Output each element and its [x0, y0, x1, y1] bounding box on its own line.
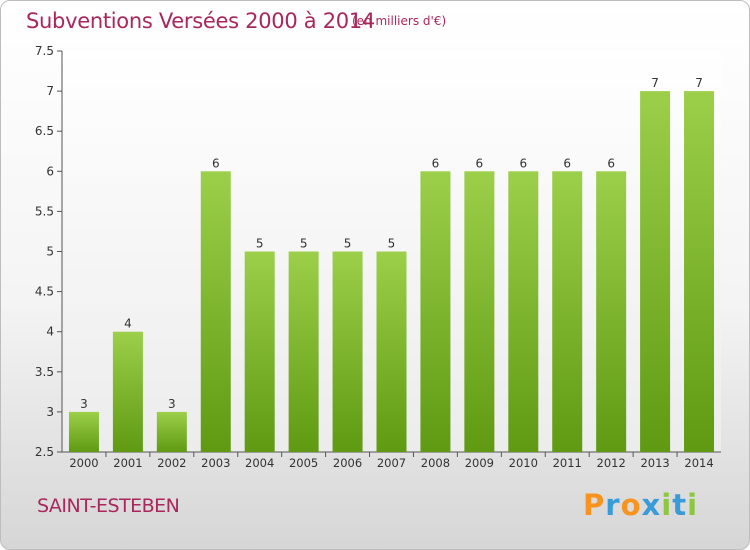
bar-2002: [156, 411, 187, 452]
data-label-2012: 6: [607, 156, 615, 170]
data-label-2011: 6: [563, 156, 571, 170]
bar-2009: [464, 171, 495, 453]
y-tick-label: 3: [46, 405, 54, 419]
y-tick-label: 3.5: [35, 365, 54, 379]
data-label-2010: 6: [519, 156, 527, 170]
x-tick-label-2009: 2009: [465, 456, 494, 470]
x-tick-label-2000: 2000: [69, 456, 98, 470]
x-tick-label-2003: 2003: [201, 456, 230, 470]
bar-2004: [244, 251, 275, 452]
y-tick-label: 4: [46, 325, 54, 339]
data-label-2002: 3: [168, 397, 176, 411]
logo-letter: o: [620, 488, 642, 522]
x-tick-label-2008: 2008: [421, 456, 450, 470]
data-label-2014: 7: [695, 76, 703, 90]
bar-2006: [332, 251, 363, 452]
bar-2012: [596, 171, 627, 453]
x-tick-label-2006: 2006: [333, 456, 362, 470]
data-label-2004: 5: [256, 237, 264, 251]
bar-2001: [112, 331, 143, 452]
x-tick-label-2013: 2013: [640, 456, 669, 470]
x-tick-label-2007: 2007: [377, 456, 406, 470]
bar-2014: [684, 91, 715, 452]
bar-2005: [288, 251, 319, 452]
data-label-2006: 5: [344, 237, 352, 251]
logo-letter: x: [641, 488, 662, 522]
y-tick-label: 5.5: [35, 204, 54, 218]
data-label-2001: 4: [124, 317, 132, 331]
y-tick-label: 2.5: [35, 445, 54, 459]
plot-area: 2.5 3 3.5 4 4.5 5 5.5 6 6.5 7 7.5 3 2000 4 2001 3 2002 6 2…: [35, 44, 721, 470]
x-tick-label-2010: 2010: [509, 456, 538, 470]
x-tick-label-2005: 2005: [289, 456, 318, 470]
bar-2008: [420, 171, 451, 453]
place-name: SAINT-ESTEBEN: [37, 495, 180, 517]
data-label-2000: 3: [80, 397, 88, 411]
y-tick-label: 5: [46, 245, 54, 259]
logo-letter: P: [583, 488, 606, 522]
bar-2010: [508, 171, 539, 453]
data-label-2013: 7: [651, 76, 659, 90]
logo-letter: r: [605, 488, 621, 522]
data-label-2005: 5: [300, 237, 308, 251]
proxiti-logo: Proxiti: [583, 488, 698, 522]
x-tick-label-2014: 2014: [684, 456, 713, 470]
bar-2000: [68, 411, 99, 452]
x-tick-label-2002: 2002: [157, 456, 186, 470]
x-tick-label-2001: 2001: [113, 456, 142, 470]
x-tick-label-2004: 2004: [245, 456, 274, 470]
logo-letter: i: [687, 488, 699, 522]
y-tick-label: 4.5: [35, 285, 54, 299]
x-tick-label-2012: 2012: [597, 456, 626, 470]
chart-title: Subventions Versées 2000 à 2014: [26, 9, 375, 33]
logo-letter: i: [661, 488, 673, 522]
bar-2003: [200, 171, 231, 453]
bar-2007: [376, 251, 407, 452]
x-tick-label-2011: 2011: [553, 456, 582, 470]
bar-2013: [640, 91, 671, 452]
data-label-2007: 5: [388, 237, 396, 251]
unit-label: (en milliers d'€): [352, 14, 447, 28]
data-label-2009: 6: [476, 156, 484, 170]
y-tick-label: 6.5: [35, 124, 54, 138]
y-tick-label: 6: [46, 164, 54, 178]
bar-2011: [552, 171, 583, 453]
data-label-2003: 6: [212, 156, 220, 170]
data-label-2008: 6: [432, 156, 440, 170]
y-tick-label: 7: [46, 84, 54, 98]
logo-letter: t: [672, 488, 688, 522]
y-tick-label: 7.5: [35, 44, 54, 58]
